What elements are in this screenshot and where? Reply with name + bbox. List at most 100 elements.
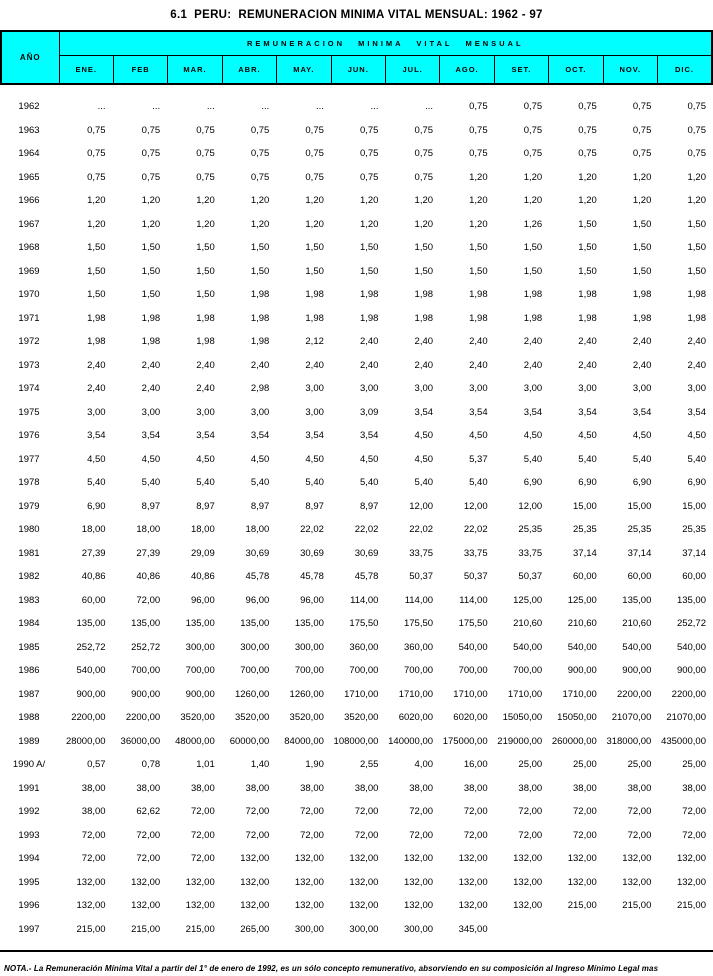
value-cell: 132,00 [349, 876, 379, 888]
year-cell: 1965 [18, 171, 40, 183]
value-cell: 38,00 [627, 782, 652, 794]
value-cell: 125,00 [513, 594, 543, 606]
value-cell: 135,00 [676, 594, 706, 606]
column-header-ago: AGO. [439, 55, 495, 85]
value-cell: 0,78 [141, 759, 161, 770]
value-cell [604, 918, 659, 942]
value-cell: 1,50 [87, 289, 106, 300]
value-cell: 0,75 [196, 148, 215, 159]
value-cell: ... [425, 101, 434, 112]
column-header-dic: DIC. [656, 55, 713, 85]
value-cell: 4,50 [141, 453, 161, 465]
value-cell: 15050,00 [557, 712, 597, 723]
value-cell: 3,54 [196, 430, 215, 441]
value-cell: 215,00 [76, 923, 106, 935]
value-cell: 3,00 [141, 406, 161, 418]
value-cell: 540,00 [458, 641, 488, 653]
value-cell: 4,50 [687, 430, 707, 441]
value-cell: 132,00 [349, 853, 379, 864]
table-row: 1995 132,00 132,00 132,00 132,00 132,00 132,00… [0, 871, 713, 895]
value-cell: 0,75 [578, 101, 597, 112]
year-cell: 1974 [18, 383, 40, 394]
value-cell: 2,40 [141, 383, 161, 394]
value-cell: 700,00 [513, 665, 543, 676]
value-cell: 132,00 [240, 900, 270, 911]
value-cell: 132,00 [403, 876, 434, 888]
value-cell: 1,98 [305, 289, 324, 300]
value-cell: 2200,00 [125, 712, 161, 723]
value-cell: 1,20 [414, 195, 434, 206]
table-row: 1987 900,00 900,00 900,00 1260,00 1260,00 1710… [0, 683, 713, 707]
value-cell: 96,00 [190, 594, 215, 606]
value-cell: 4,00 [414, 759, 434, 770]
value-cell: 18,00 [245, 524, 270, 535]
table-row: 1976 3,54 3,54 3,54 3,54 3,54 3,54 4,50 4,50 4,50… [0, 424, 713, 448]
value-cell: 38,00 [409, 782, 434, 794]
value-cell: 0,75 [141, 171, 161, 183]
value-cell: 132,00 [458, 900, 488, 911]
value-cell: 132,00 [76, 876, 106, 888]
column-header-may: MAY. [276, 55, 332, 85]
value-cell: 72,00 [682, 829, 706, 841]
year-cell: 1963 [18, 124, 40, 136]
value-cell: 1,98 [578, 312, 597, 324]
value-cell: 8,97 [196, 500, 215, 512]
value-cell: 132,00 [294, 876, 324, 888]
value-cell: 37,14 [682, 547, 706, 559]
value-cell: 1,98 [578, 289, 597, 300]
value-cell: 3,00 [687, 383, 707, 394]
value-cell: 2,40 [578, 359, 597, 371]
value-cell: 540,00 [676, 641, 706, 653]
value-cell: 1710,00 [344, 688, 379, 700]
column-header-set: SET. [493, 55, 550, 85]
value-cell: 50,37 [463, 571, 488, 582]
value-cell: 0,75 [196, 171, 215, 183]
footnote: NOTA.- La Remuneración Mínima Vital a pa… [4, 964, 659, 973]
value-cell: 4,50 [578, 430, 597, 441]
value-cell: 0,75 [196, 124, 215, 136]
value-cell: 135,00 [240, 618, 270, 629]
value-cell: 4,50 [632, 430, 652, 441]
value-cell: 0,75 [359, 148, 379, 159]
value-cell: 3,00 [305, 406, 324, 418]
value-cell: 38,00 [245, 782, 270, 794]
value-cell: 2200,00 [71, 712, 106, 723]
value-cell: 1,20 [523, 171, 543, 183]
value-cell: 0,75 [578, 124, 597, 136]
value-cell: 175000,00 [442, 735, 488, 747]
value-cell: 4,50 [250, 453, 270, 465]
value-cell: 900,00 [622, 665, 652, 676]
value-cell: 3,00 [196, 406, 215, 418]
value-cell: 1,50 [196, 289, 215, 300]
value-cell: 0,75 [469, 148, 488, 159]
value-cell: 2,40 [141, 359, 161, 371]
table-header: AÑO REMUNERACION MINIMA VITAL MENSUAL EN… [0, 30, 713, 85]
value-cell: 1,20 [305, 218, 324, 230]
value-cell: 1,50 [578, 265, 597, 277]
value-cell: 45,78 [300, 571, 324, 582]
value-cell: 2200,00 [617, 688, 652, 700]
value-cell: 40,86 [190, 571, 215, 582]
value-cell: 72,00 [627, 829, 652, 841]
table-row: 1996 132,00 132,00 132,00 132,00 132,00 132,00… [0, 894, 713, 918]
value-cell: 1,50 [250, 242, 270, 253]
table-body: 1962..................... 0,75 0,75 0,75 0,7… [0, 85, 713, 941]
value-cell: 132,00 [131, 900, 161, 911]
value-cell: 1,98 [359, 289, 379, 300]
value-cell: 0,75 [359, 171, 379, 183]
value-cell: 0,75 [305, 148, 324, 159]
value-cell: 30,69 [354, 547, 379, 559]
value-cell: 1,98 [469, 289, 488, 300]
value-cell: 1,50 [578, 242, 597, 253]
value-cell: 38,00 [190, 782, 215, 794]
value-cell: 0,75 [250, 148, 270, 159]
value-cell: 25,00 [682, 759, 706, 770]
value-cell: 132,00 [513, 900, 543, 911]
value-cell: 2,40 [359, 336, 379, 347]
value-cell: 132,00 [185, 876, 215, 888]
value-cell: 5,40 [359, 477, 379, 488]
value-cell: 72,00 [136, 829, 161, 841]
value-cell: 0,75 [523, 124, 543, 136]
value-cell: 135,00 [622, 594, 652, 606]
value-cell: 72,00 [627, 806, 652, 817]
